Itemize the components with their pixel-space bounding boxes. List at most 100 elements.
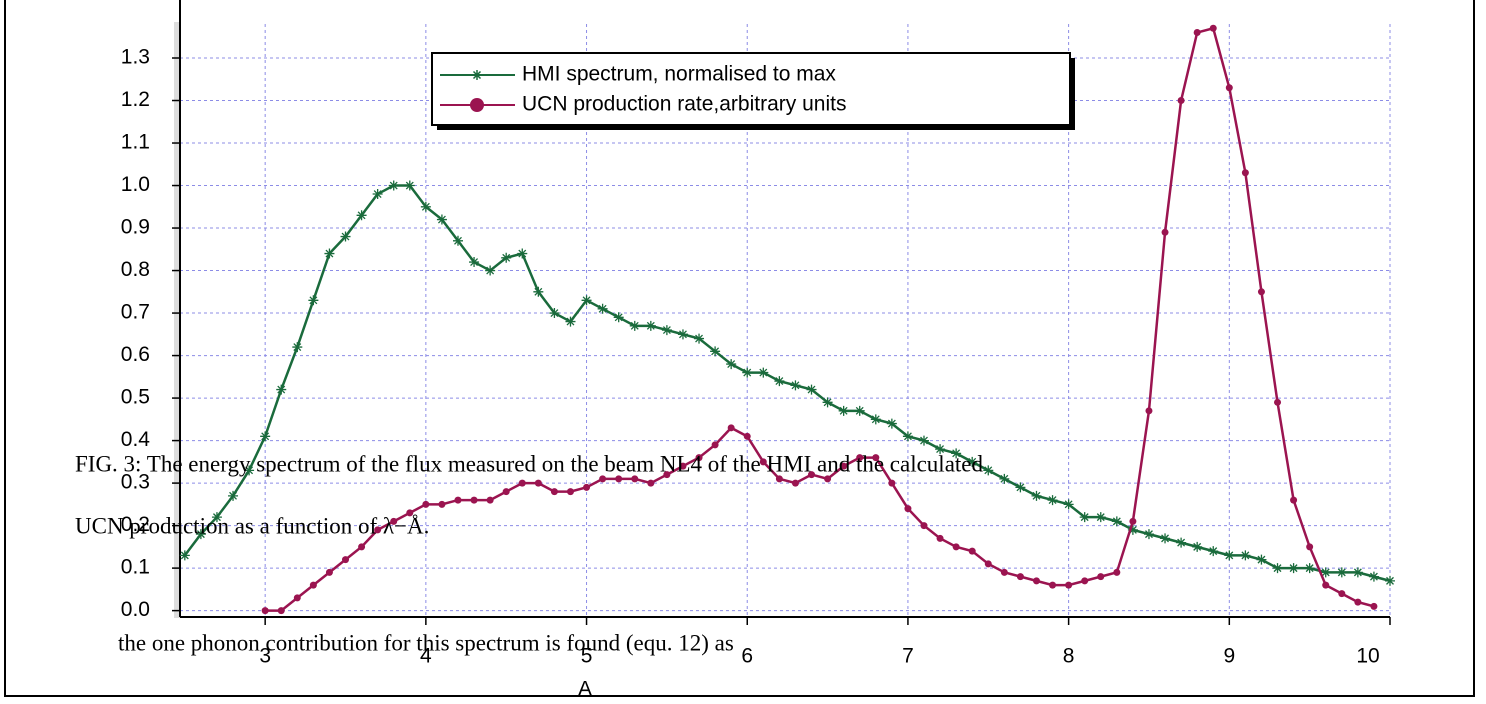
axis-strip [174,22,181,618]
marker [325,568,333,576]
marker [1143,529,1154,540]
marker [1338,590,1346,598]
caption-line: FIG. 3: The energy spectrum of the flux … [75,451,984,476]
marker [775,475,783,483]
marker [1015,482,1026,493]
marker [759,458,767,466]
marker [1370,602,1378,610]
marker [935,444,946,455]
marker [550,488,558,496]
marker [1031,490,1042,501]
marker [1081,577,1089,585]
marker [211,512,222,523]
marker [1272,563,1283,574]
x-tick-label: 6 [741,645,753,668]
marker [358,543,366,551]
marker [1160,533,1171,544]
marker [1225,84,1233,92]
y-tick-label: 0.9 [121,216,150,239]
marker [374,526,382,534]
marker [372,189,383,200]
marker [1193,29,1201,37]
marker [870,414,881,425]
marker [486,496,494,504]
marker [902,431,913,442]
marker [1306,543,1314,551]
marker [195,529,206,540]
legend-box [431,52,1071,126]
marker [647,479,655,487]
marker [1322,581,1330,589]
marker [936,534,944,542]
marker [999,473,1010,484]
marker [1208,546,1219,557]
marker [806,384,817,395]
marker [645,320,656,331]
marker [1127,524,1138,535]
marker [1354,598,1362,606]
caption-line: UCN production as a function of λ−Å. [75,513,429,538]
marker [727,424,735,432]
marker [888,479,896,487]
marker [984,560,992,568]
y-tick-label: 0.6 [121,343,150,366]
marker [1145,407,1153,415]
series-line [265,26,1375,612]
marker [260,431,271,442]
marker [663,471,671,479]
marker [277,607,285,615]
y-tick-label: 0.3 [121,471,150,494]
marker [1161,228,1169,236]
marker [1274,398,1282,406]
x-tick-label: 10 [1356,645,1379,668]
marker [661,325,672,336]
marker [1257,288,1265,296]
marker [790,380,801,391]
marker [1352,567,1363,578]
legend-label: HMI spectrum, normalised to max [522,63,836,86]
marker [388,180,399,191]
y-tick-label: 1.0 [121,173,150,196]
marker [1240,550,1251,561]
marker [791,479,799,487]
marker [838,405,849,416]
marker [822,397,833,408]
marker [1241,169,1249,177]
y-tick-label: 0.7 [121,301,150,324]
marker [406,509,414,517]
marker [469,257,480,268]
marker [856,454,864,462]
marker [566,488,574,496]
marker [470,496,478,504]
marker [629,320,640,331]
series-line [183,184,1391,583]
marker [1047,495,1058,506]
marker [438,500,446,508]
marker [631,475,639,483]
x-tick-label: 9 [1223,645,1235,668]
marker [1063,499,1074,510]
marker [599,475,607,483]
marker [583,483,591,491]
marker [228,490,239,501]
marker [276,384,287,395]
marker [1176,537,1187,548]
y-tick-label: 1.3 [121,46,150,69]
marker [824,475,832,483]
marker [179,550,190,561]
marker [774,376,785,387]
marker [324,248,335,259]
marker [1288,563,1299,574]
marker [677,329,688,340]
y-tick-label: 0.4 [121,428,151,451]
x-tick-label: 3 [259,645,271,668]
marker [742,367,753,378]
marker [1129,517,1137,525]
marker [968,547,976,555]
marker [436,214,447,225]
marker [356,210,367,221]
marker [711,441,719,449]
marker [710,346,721,357]
marker [420,201,431,212]
marker [292,342,303,353]
